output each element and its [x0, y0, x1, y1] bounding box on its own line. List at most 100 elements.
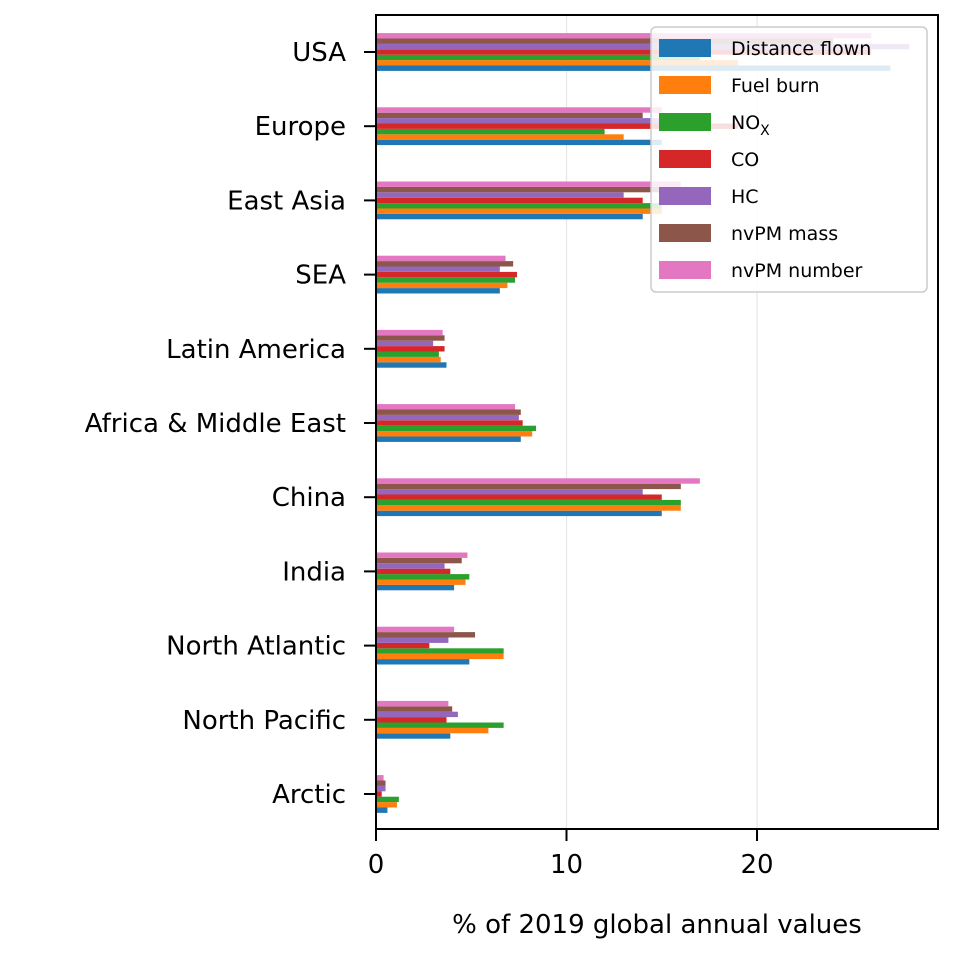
- y-tick-label-4: China: [272, 483, 346, 513]
- bar-6-0: [376, 362, 447, 368]
- bar-1-1: [376, 727, 489, 734]
- bar-10-2: [376, 54, 700, 61]
- bar-9-5: [376, 112, 643, 119]
- bar-7-0: [376, 288, 500, 294]
- bar-6-1: [376, 356, 441, 363]
- bar-2-1: [376, 653, 504, 660]
- legend-swatch-3: [659, 150, 711, 168]
- legend-label-3: CO: [731, 149, 759, 171]
- y-axis: Arctic North Pacific North Atlantic India Ch…: [85, 38, 376, 810]
- bar-9-3: [376, 123, 738, 129]
- bar-3-5: [376, 557, 462, 564]
- legend-frame: [650, 26, 928, 293]
- y-tick-label-5: Africa & Middle East: [85, 409, 346, 439]
- bars: [376, 33, 910, 813]
- y-tick-label-1: North Pacific: [182, 706, 346, 736]
- bar-4-1: [376, 505, 681, 511]
- bar-10-1: [376, 60, 738, 66]
- bar-10-5: [376, 38, 834, 44]
- bar-8-4: [376, 192, 624, 198]
- bar-2-6: [376, 626, 455, 633]
- legend-swatch-4: [659, 187, 711, 205]
- bar-4-6: [376, 478, 700, 484]
- legend-swatch-6: [659, 261, 711, 279]
- bar-6-5: [376, 335, 445, 341]
- legend-label-2: NOX: [731, 112, 770, 139]
- bar-5-4: [376, 414, 519, 421]
- y-tick-label-8: East Asia: [227, 186, 346, 216]
- bar-5-6: [376, 404, 516, 410]
- bar-5-1: [376, 431, 533, 437]
- bar-6-6: [376, 329, 443, 336]
- legend-label-4: HC: [731, 186, 759, 208]
- bar-8-5: [376, 186, 681, 193]
- bar-8-1: [376, 208, 662, 214]
- bar-5-2: [376, 425, 537, 432]
- legend-label-1: Fuel burn: [731, 75, 820, 97]
- bar-0-1: [376, 802, 397, 808]
- bar-1-0: [376, 733, 451, 739]
- bar-9-0: [376, 139, 662, 146]
- bar-9-2: [376, 128, 605, 135]
- bar-10-6: [376, 33, 872, 39]
- x-tick-label-0: 0: [368, 850, 385, 880]
- bar-0-0: [376, 807, 388, 813]
- bar-3-0: [376, 584, 455, 591]
- bar-6-4: [376, 340, 434, 347]
- bar-1-6: [376, 700, 449, 707]
- bar-3-6: [376, 552, 468, 558]
- legend-swatch-2: [659, 113, 711, 131]
- bar-4-2: [376, 499, 681, 506]
- legend-swatch-5: [659, 224, 711, 242]
- legend-label-0: Distance flown: [731, 38, 871, 60]
- legend-label-5: nvPM mass: [731, 223, 838, 245]
- bar-7-5: [376, 261, 514, 267]
- bar-1-3: [376, 717, 447, 723]
- legend-label-6: nvPM number: [731, 260, 863, 282]
- bar-7-6: [376, 255, 506, 262]
- bar-0-4: [376, 785, 386, 792]
- legend-swatch-0: [659, 39, 711, 57]
- bar-6-3: [376, 346, 445, 352]
- bar-8-2: [376, 203, 662, 209]
- bar-8-3: [376, 197, 643, 204]
- x-axis: 0 10 20: [368, 829, 774, 880]
- bar-1-5: [376, 706, 453, 712]
- bar-9-4: [376, 118, 700, 124]
- y-tick-label-6: Latin America: [166, 335, 346, 365]
- bar-2-4: [376, 637, 449, 643]
- legend-swatch-1: [659, 76, 711, 94]
- bar-4-5: [376, 483, 681, 490]
- bar-2-0: [376, 659, 470, 665]
- y-tick-label-10: USA: [292, 38, 346, 68]
- bar-4-4: [376, 489, 643, 495]
- bar-10-3: [376, 49, 872, 55]
- y-tick-label-9: Europe: [255, 112, 346, 142]
- bar-9-1: [376, 134, 624, 140]
- y-tick-label-2: North Atlantic: [166, 632, 346, 662]
- bar-7-4: [376, 266, 500, 272]
- bar-8-0: [376, 213, 643, 220]
- bar-4-0: [376, 510, 662, 517]
- x-axis-label: % of 2019 global annual values: [452, 910, 862, 940]
- bar-3-4: [376, 563, 445, 569]
- bar-6-2: [376, 351, 439, 357]
- bar-5-5: [376, 409, 521, 415]
- bar-3-2: [376, 574, 470, 580]
- bar-3-3: [376, 568, 451, 575]
- bar-7-1: [376, 282, 508, 289]
- y-tick-label-3: India: [282, 557, 346, 587]
- bar-2-2: [376, 648, 504, 654]
- legend: Distance flown Fuel burn NOX CO HC nvPM mass n…: [650, 26, 928, 293]
- bar-2-5: [376, 632, 476, 638]
- bar-3-1: [376, 579, 466, 585]
- bar-7-2: [376, 277, 516, 283]
- bar-9-6: [376, 107, 662, 113]
- bar-8-6: [376, 181, 681, 187]
- bar-1-2: [376, 722, 504, 728]
- bar-2-3: [376, 642, 430, 649]
- bar-5-3: [376, 420, 523, 426]
- x-tick-label-2: 20: [740, 850, 773, 880]
- x-tick-label-1: 10: [550, 850, 583, 880]
